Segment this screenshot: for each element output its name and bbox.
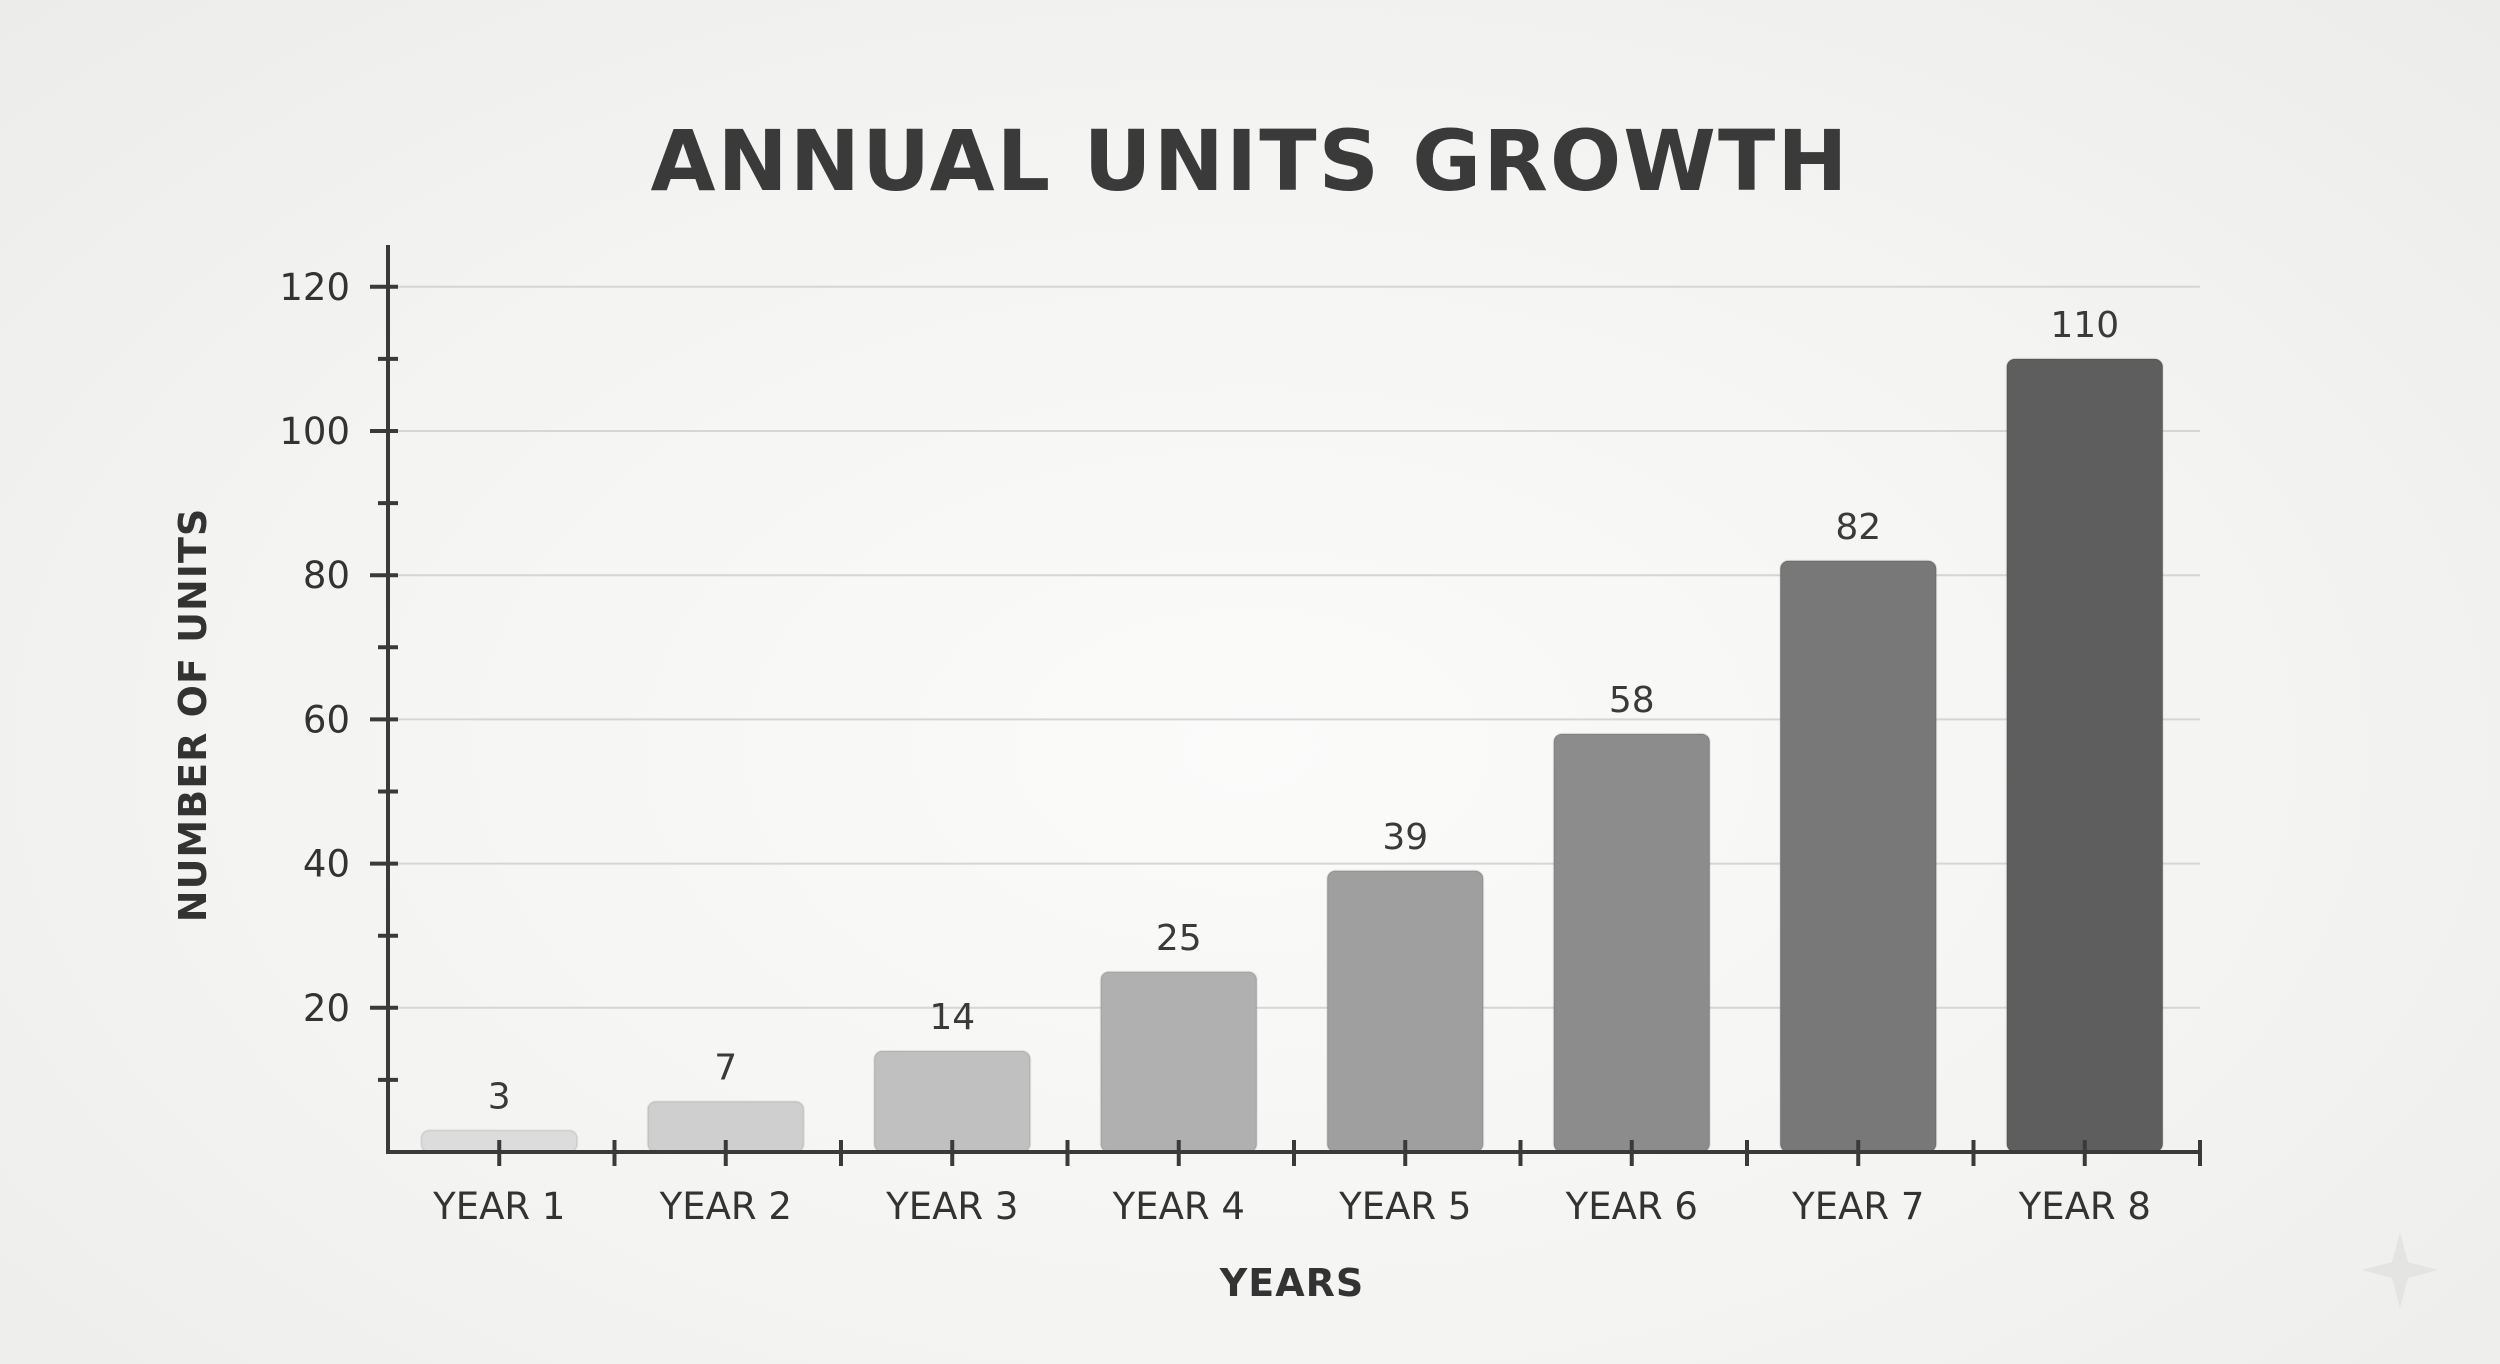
data-label: 14 (929, 997, 975, 1038)
bar-6 (1552, 732, 1711, 1153)
y-tick-label: 80 (303, 554, 350, 597)
data-label: 82 (1835, 507, 1881, 548)
bar-3 (873, 1050, 1032, 1154)
bar-5 (1326, 869, 1485, 1153)
x-tick-label: YEAR 2 (659, 1185, 792, 1228)
x-tick-label: YEAR 8 (2018, 1185, 2151, 1228)
bars (420, 357, 2164, 1154)
labels: 20 40 60 80 100 120 3 YEAR 1 7 YEAR 2 14 YEAR 3 25 YE… (279, 266, 2151, 1228)
y-tick-label: 100 (279, 410, 350, 453)
chart-title: ANNUAL UNITS GROWTH (650, 112, 1849, 210)
axes (370, 245, 2202, 1166)
y-tick-label: 40 (303, 843, 350, 886)
y-tick-label: 20 (303, 987, 350, 1030)
y-tick-label: 120 (279, 266, 350, 309)
data-label: 39 (1382, 817, 1428, 858)
bar-4 (1099, 970, 1258, 1153)
x-tick-label: YEAR 1 (432, 1185, 565, 1228)
x-tick-label: YEAR 6 (1565, 1185, 1698, 1228)
x-axis-title: YEARS (1219, 1261, 1365, 1305)
y-axis-title: NUMBER OF UNITS (171, 508, 215, 922)
data-label: 58 (1609, 680, 1655, 721)
x-tick-label: YEAR 5 (1338, 1185, 1471, 1228)
bar-8 (2005, 357, 2164, 1153)
bar-7 (1779, 559, 1938, 1153)
data-label: 7 (714, 1048, 737, 1089)
x-tick-label: YEAR 4 (1112, 1185, 1245, 1228)
x-tick-label: YEAR 7 (1791, 1185, 1924, 1228)
x-tick-label: YEAR 3 (885, 1185, 1018, 1228)
data-label: 3 (488, 1076, 511, 1117)
sparkle-icon (2362, 1232, 2438, 1308)
data-label: 25 (1156, 918, 1202, 959)
y-tick-label: 60 (303, 698, 350, 741)
data-label: 110 (2050, 305, 2119, 346)
